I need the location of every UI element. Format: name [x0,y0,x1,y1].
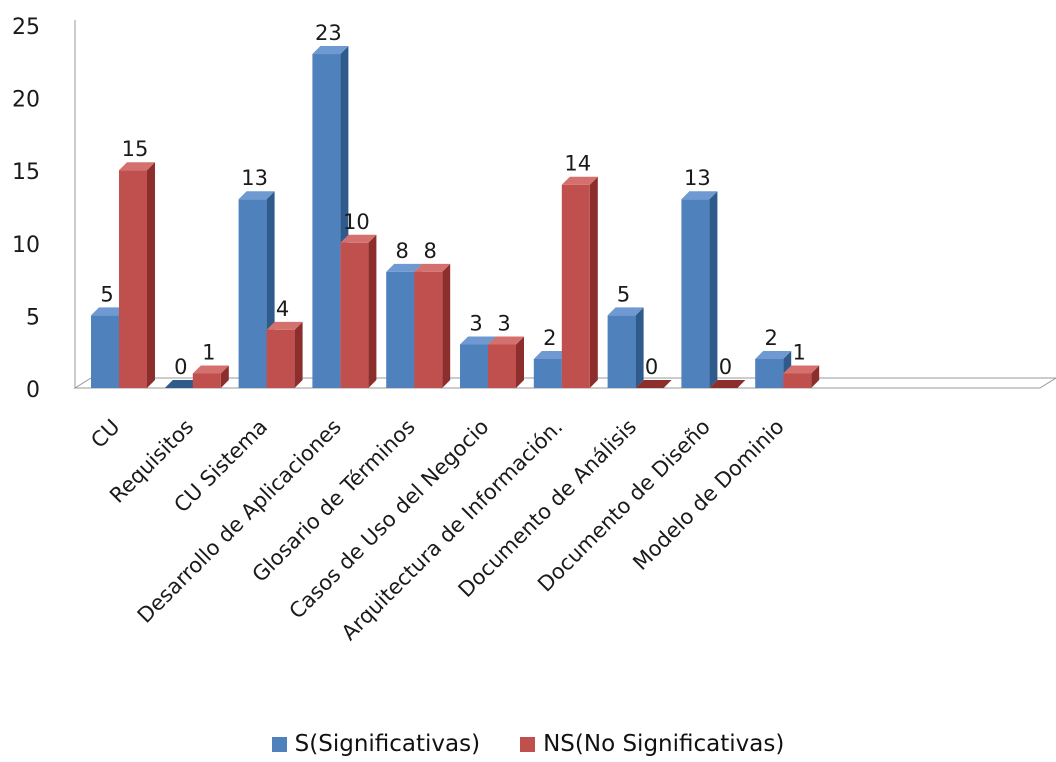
bar-top [681,191,718,200]
bar-top [561,176,598,185]
data-label: 10 [343,210,370,234]
bar-side [294,321,303,388]
data-label: 5 [617,282,630,306]
x-tick-label: Modelo de Dominio [628,415,788,575]
data-label: 14 [564,152,591,176]
bar [681,199,710,388]
legend-swatch-s [271,736,287,752]
bar-top [783,365,820,374]
x-tick-label: CU [86,415,124,453]
bar [119,170,147,388]
y-tick-label: 20 [12,88,40,113]
legend-label-ns: NS(No Significativas) [543,731,785,757]
bar-side [442,263,451,388]
bar [755,358,784,388]
bar-top [488,336,524,345]
bar [561,184,590,388]
bar [238,199,267,388]
bar-side [516,336,524,388]
bar [164,380,201,388]
bar-side [635,307,644,388]
data-label: 8 [396,239,409,263]
bar [709,380,746,388]
bar-top [414,263,451,272]
bar-side [220,365,229,388]
bar [460,344,488,388]
y-tick-label: 0 [26,378,40,403]
data-label: 1 [202,340,215,364]
bar-top [340,234,377,243]
y-tick-label: 5 [26,305,40,330]
legend-label-s: S(Significativas) [294,731,481,757]
bar [266,329,295,388]
data-label: 3 [469,311,482,335]
data-label: 1 [793,340,806,364]
bar [340,242,369,388]
bar-top [460,336,496,345]
bar-side [147,162,155,388]
bar-top [607,307,644,316]
bar-top [386,263,423,272]
data-label: 4 [276,297,289,321]
data-label: 23 [315,21,342,45]
bar-side [709,191,718,388]
legend-item-ns: NS(No Significativas) [520,731,784,757]
bar-top [119,162,155,171]
bar [91,315,119,388]
y-tick-label: 25 [12,15,40,40]
bar [607,315,636,388]
bar [488,344,516,388]
bar-top [312,46,349,55]
data-label: 8 [424,239,437,263]
bar [414,271,443,388]
bar-top [91,307,127,316]
data-label: 0 [174,355,187,379]
legend-swatch-ns [520,736,536,752]
data-label: 13 [684,166,711,190]
bar-top [755,350,792,359]
data-label: 15 [122,137,149,161]
data-label: 0 [719,355,732,379]
bar [533,358,562,388]
bar-side [368,234,377,388]
legend: S(Significativas) NS(No Significativas) [0,731,1056,757]
y-tick-label: 15 [12,160,40,185]
y-tick-label: 10 [12,233,40,258]
bar-top [238,191,275,200]
bar [783,373,812,388]
data-label: 5 [100,282,113,306]
legend-item-s: S(Significativas) [271,731,481,757]
data-label: 2 [765,326,778,350]
bar-top [266,321,303,330]
bar [192,373,221,388]
bar [635,380,672,388]
bar [312,54,341,388]
bar-side [811,365,820,388]
data-label: 0 [645,355,658,379]
data-label: 2 [543,326,556,350]
bar-top [192,365,229,374]
bar-top [533,350,570,359]
data-label: 3 [497,311,510,335]
bar-side [589,176,598,388]
bar [386,271,415,388]
data-label: 13 [241,166,268,190]
